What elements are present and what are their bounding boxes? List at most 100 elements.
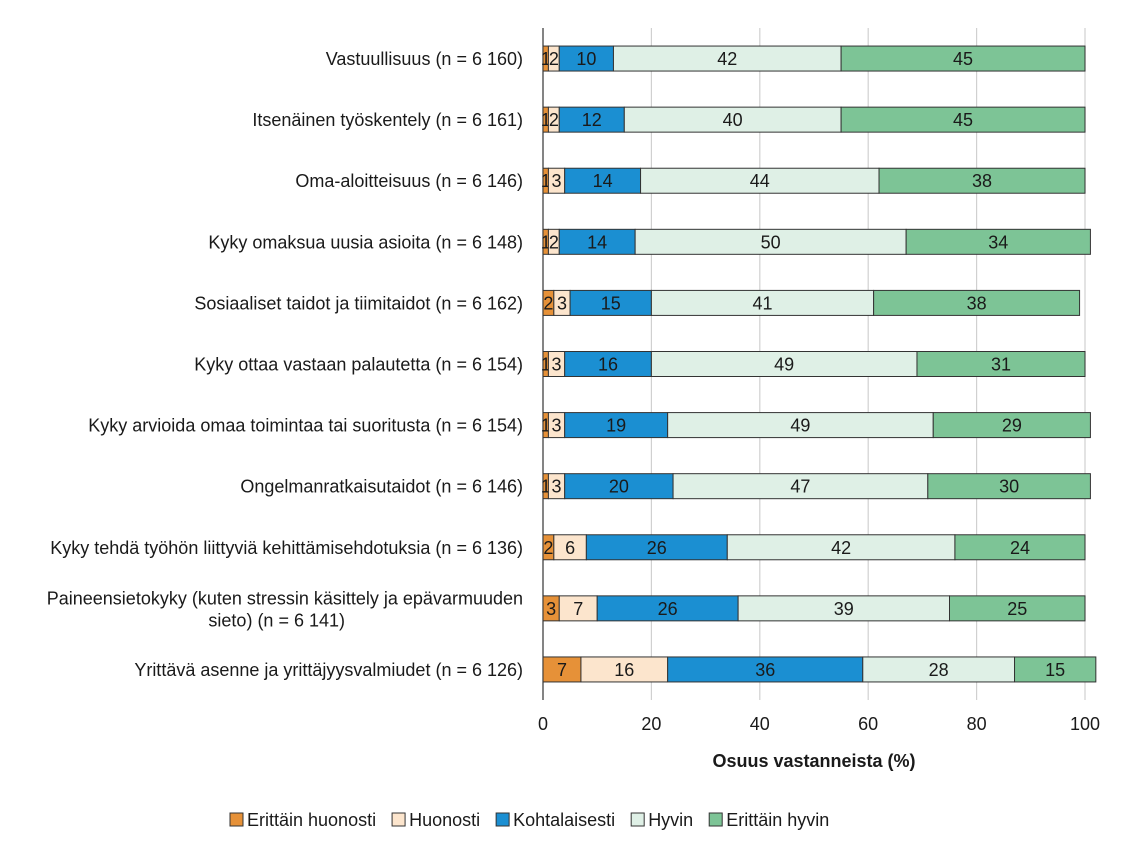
- data-label: 1: [541, 232, 551, 252]
- bar-segment: [862, 656, 1016, 683]
- data-label: 2: [549, 232, 559, 252]
- data-label: 12: [582, 110, 602, 130]
- category-label: Oma-aloitteisuus (n = 6 146): [295, 171, 523, 191]
- legend-swatch: [229, 812, 244, 827]
- bar-segment: [553, 534, 587, 561]
- category-label: Kyky tehdä työhön liittyviä kehittämiseh…: [50, 538, 523, 558]
- bar-segment: [840, 106, 1086, 133]
- data-label: 47: [790, 477, 810, 497]
- data-label: 20: [609, 477, 629, 497]
- data-label: 1: [541, 477, 551, 497]
- data-label: 50: [761, 232, 781, 252]
- data-label: 1: [541, 416, 551, 436]
- bar-segment: [932, 412, 1091, 439]
- data-label: 2: [549, 110, 559, 130]
- bar-segment: [927, 473, 1091, 500]
- legend-label: Hyvin: [648, 810, 693, 830]
- category-label: Yrittävä asenne ja yrittäjyysvalmiudet (…: [134, 660, 523, 680]
- data-label: 45: [953, 49, 973, 69]
- data-label: 10: [576, 49, 596, 69]
- data-label: 16: [614, 660, 634, 680]
- legend-label: Erittäin huonosti: [247, 810, 376, 830]
- data-label: 3: [552, 171, 562, 191]
- x-tick-label: 20: [641, 714, 661, 734]
- data-label: 3: [557, 293, 567, 313]
- x-tick-label: 80: [967, 714, 987, 734]
- data-label: 42: [831, 538, 851, 558]
- data-label: 16: [598, 355, 618, 375]
- data-label: 28: [929, 660, 949, 680]
- data-label: 26: [647, 538, 667, 558]
- bar-segment: [954, 534, 1086, 561]
- data-label: 2: [543, 538, 553, 558]
- x-tick-label: 100: [1070, 714, 1100, 734]
- data-label: 19: [606, 416, 626, 436]
- data-label: 45: [953, 110, 973, 130]
- data-label: 36: [755, 660, 775, 680]
- data-label: 14: [593, 171, 613, 191]
- data-label: 7: [557, 660, 567, 680]
- data-label: 3: [552, 416, 562, 436]
- data-label: 6: [565, 538, 575, 558]
- bar-segment: [905, 228, 1091, 255]
- data-label: 49: [790, 416, 810, 436]
- data-label: 40: [723, 110, 743, 130]
- bar-segment: [840, 45, 1086, 72]
- data-label: 7: [573, 599, 583, 619]
- data-label: 41: [752, 293, 772, 313]
- data-label: 1: [541, 110, 551, 130]
- category-label: Kyky arvioida omaa toimintaa tai suoritu…: [88, 416, 523, 436]
- data-label: 15: [1045, 660, 1065, 680]
- data-label: 25: [1007, 599, 1027, 619]
- x-tick-label: 40: [750, 714, 770, 734]
- category-label-line: Paineensietokyky (kuten stressin käsitte…: [47, 588, 523, 608]
- data-label: 3: [552, 477, 562, 497]
- data-label: 14: [587, 232, 607, 252]
- legend-swatch: [630, 812, 645, 827]
- bar-segment: [667, 656, 864, 683]
- legend-label: Erittäin hyvin: [726, 810, 829, 830]
- bar-segment: [564, 167, 642, 194]
- category-label: Itsenäinen työskentely (n = 6 161): [252, 110, 523, 130]
- data-label: 15: [601, 293, 621, 313]
- data-label: 1: [541, 49, 551, 69]
- data-label: 1: [541, 171, 551, 191]
- category-label-line: sieto) (n = 6 141): [208, 610, 345, 630]
- x-tick-label: 60: [858, 714, 878, 734]
- data-label: 2: [549, 49, 559, 69]
- data-label: 34: [988, 232, 1008, 252]
- bar-segment: [564, 351, 652, 377]
- bar-segment: [1014, 656, 1097, 683]
- data-label: 3: [546, 599, 556, 619]
- category-label: Kyky ottaa vastaan palautetta (n = 6 154…: [194, 355, 523, 375]
- bar-segment: [564, 473, 674, 500]
- data-label: 24: [1010, 538, 1030, 558]
- bar-segment: [726, 534, 956, 561]
- bar-segment: [558, 228, 636, 255]
- bar-segment: [916, 351, 1086, 377]
- data-label: 38: [972, 171, 992, 191]
- category-label: Sosiaaliset taidot ja tiimitaidot (n = 6…: [194, 293, 523, 313]
- bar-segment: [580, 656, 669, 683]
- data-label: 31: [991, 355, 1011, 375]
- data-label: 44: [750, 171, 770, 191]
- data-label: 42: [717, 49, 737, 69]
- bar-segment: [585, 534, 728, 561]
- legend-label: Huonosti: [409, 810, 480, 830]
- bar-segment: [623, 106, 842, 133]
- data-label: 1: [541, 355, 551, 375]
- data-label: 38: [967, 293, 987, 313]
- bar-segment: [650, 289, 875, 316]
- data-label: 30: [999, 477, 1019, 497]
- category-label: Vastuullisuus (n = 6 160): [326, 49, 523, 69]
- bar-segment: [558, 106, 625, 133]
- data-label: 26: [658, 599, 678, 619]
- x-axis-title: Osuus vastanneista (%): [712, 751, 915, 771]
- data-label: 29: [1002, 416, 1022, 436]
- category-label: Kyky omaksua uusia asioita (n = 6 148): [208, 232, 523, 252]
- data-label: 3: [552, 355, 562, 375]
- bar-segment: [873, 289, 1081, 316]
- bar-segment: [558, 45, 614, 72]
